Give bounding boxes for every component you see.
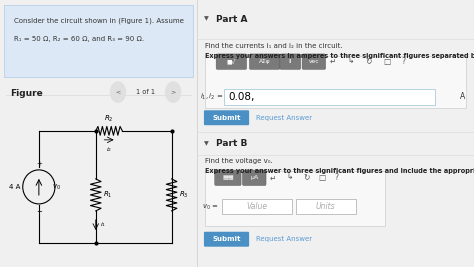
Circle shape [165, 82, 181, 102]
FancyBboxPatch shape [205, 56, 465, 108]
Text: vec: vec [309, 59, 319, 64]
Text: Express your answers in amperes to three significant figures separated by a comm: Express your answers in amperes to three… [205, 53, 474, 59]
Text: R₁ = 50 Ω, R₂ = 60 Ω, and R₃ = 90 Ω.: R₁ = 50 Ω, R₂ = 60 Ω, and R₃ = 90 Ω. [14, 36, 144, 42]
Text: ↳: ↳ [347, 57, 354, 66]
Text: ■√: ■√ [227, 59, 236, 64]
Text: >: > [171, 90, 176, 95]
Text: $i_2$: $i_2$ [106, 145, 112, 154]
Text: Submit: Submit [212, 236, 241, 242]
Text: $R_3$: $R_3$ [179, 190, 189, 200]
FancyBboxPatch shape [280, 54, 301, 69]
Text: Submit: Submit [212, 115, 241, 121]
Text: □: □ [318, 173, 325, 182]
Bar [197, 0, 474, 39]
Bar [197, 133, 474, 155]
FancyBboxPatch shape [222, 199, 292, 214]
Text: II: II [289, 59, 292, 64]
Text: □: □ [383, 57, 390, 66]
Text: Consider the circuit shown in (Figure 1). Assume: Consider the circuit shown in (Figure 1)… [14, 17, 183, 24]
Text: $i_1$: $i_1$ [100, 221, 107, 229]
Text: ↵: ↵ [270, 173, 276, 182]
Text: ▦▦: ▦▦ [222, 175, 234, 180]
Text: 1 of 1: 1 of 1 [136, 89, 155, 95]
Text: μA: μA [250, 175, 258, 180]
Text: 0.08,: 0.08, [228, 92, 255, 102]
FancyBboxPatch shape [215, 170, 241, 186]
Text: Part B: Part B [216, 139, 247, 148]
FancyBboxPatch shape [216, 54, 246, 69]
Text: ?: ? [335, 173, 339, 182]
FancyBboxPatch shape [249, 54, 280, 69]
Text: ?: ? [401, 57, 405, 66]
Text: <: < [115, 90, 121, 95]
FancyBboxPatch shape [302, 54, 326, 69]
Text: Find the currents i₁ and i₂ in the circuit.: Find the currents i₁ and i₂ in the circu… [205, 43, 343, 49]
Text: Units: Units [316, 202, 336, 211]
Text: −: − [36, 209, 42, 215]
FancyBboxPatch shape [4, 5, 193, 77]
Text: A: A [460, 92, 465, 101]
FancyBboxPatch shape [243, 170, 266, 186]
Text: Value: Value [246, 202, 268, 211]
Text: Request Answer: Request Answer [256, 115, 312, 121]
Text: Request Answer: Request Answer [256, 236, 312, 242]
Text: +: + [36, 161, 42, 167]
Text: $v_0$: $v_0$ [53, 182, 61, 191]
FancyBboxPatch shape [204, 110, 249, 125]
Text: 4 A: 4 A [9, 184, 21, 190]
FancyBboxPatch shape [205, 171, 385, 226]
Text: Figure: Figure [10, 89, 43, 99]
Text: $R_1$: $R_1$ [103, 190, 112, 200]
FancyBboxPatch shape [296, 199, 356, 214]
Text: $R_2$: $R_2$ [104, 114, 114, 124]
Text: AΣφ: AΣφ [259, 59, 271, 64]
Text: ↻: ↻ [365, 57, 372, 66]
Text: ↵: ↵ [329, 57, 336, 66]
Text: ▼: ▼ [204, 141, 209, 146]
Text: $i_1, i_2$ =: $i_1, i_2$ = [200, 92, 223, 102]
Text: ↻: ↻ [303, 173, 310, 182]
FancyBboxPatch shape [204, 232, 249, 247]
Text: ↳: ↳ [286, 173, 293, 182]
Text: Part A: Part A [216, 15, 247, 24]
Text: ▼: ▼ [204, 17, 209, 22]
Text: $v_0$ =: $v_0$ = [202, 202, 219, 211]
Text: Express your answer to three significant figures and include the appropriate uni: Express your answer to three significant… [205, 168, 474, 174]
Text: Find the voltage v₀.: Find the voltage v₀. [205, 158, 273, 164]
Circle shape [110, 82, 126, 102]
FancyBboxPatch shape [224, 89, 435, 105]
